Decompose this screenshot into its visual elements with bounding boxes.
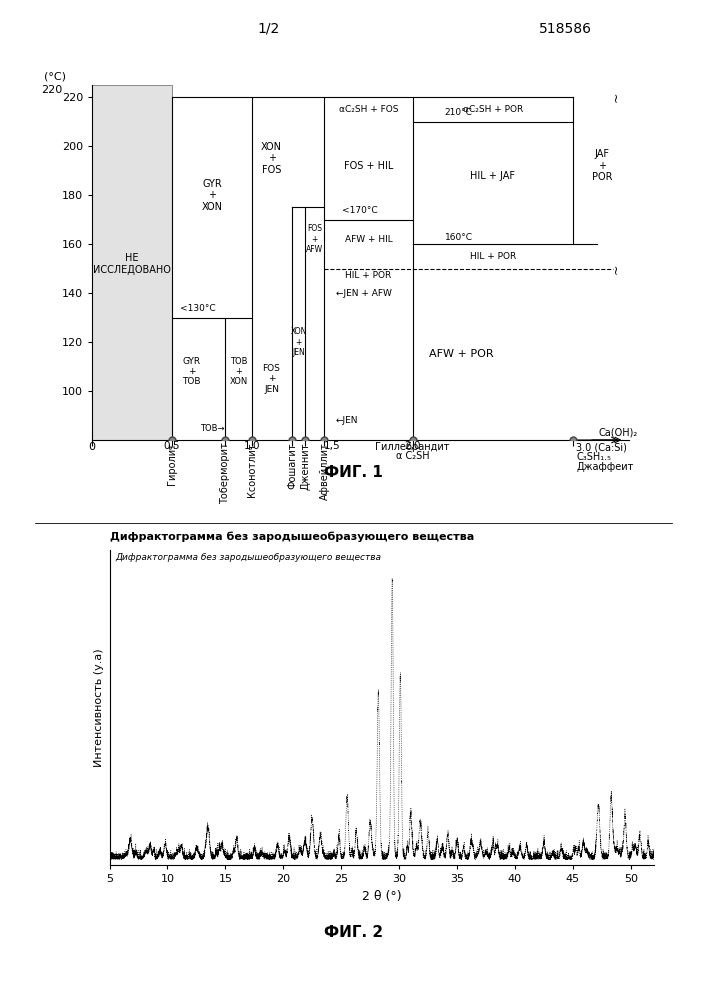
Text: ФИГ. 2: ФИГ. 2 bbox=[324, 925, 383, 940]
Text: HIL + JAF: HIL + JAF bbox=[470, 171, 515, 181]
Text: 518586: 518586 bbox=[539, 22, 592, 36]
Text: ~: ~ bbox=[610, 92, 623, 102]
Text: C₃SH₁.₅: C₃SH₁.₅ bbox=[576, 452, 611, 462]
Text: αC₂SH + FOS: αC₂SH + FOS bbox=[339, 105, 398, 114]
Text: XON
+
JEN: XON + JEN bbox=[291, 327, 307, 357]
Text: Джаффеит: Джаффеит bbox=[576, 462, 633, 472]
Text: Ксонотлит: Ксонотлит bbox=[247, 442, 257, 497]
Text: AFW + POR: AFW + POR bbox=[428, 349, 493, 359]
Text: 1,5: 1,5 bbox=[325, 441, 341, 451]
Text: GYR
+
XON: GYR + XON bbox=[201, 179, 223, 212]
Text: α C₂SH: α C₂SH bbox=[396, 451, 430, 461]
Text: GYR
+
TOB: GYR + TOB bbox=[182, 357, 201, 386]
X-axis label: 2 θ (°): 2 θ (°) bbox=[362, 890, 402, 903]
Text: Ca(OH)₂: Ca(OH)₂ bbox=[598, 428, 638, 438]
Text: FOS
+
JEN: FOS + JEN bbox=[262, 364, 281, 394]
Text: Афвейллит: Афвейллит bbox=[320, 442, 329, 500]
Text: FOS + HIL: FOS + HIL bbox=[344, 161, 393, 171]
Text: 210°C: 210°C bbox=[445, 108, 473, 117]
Text: XON
+
FOS: XON + FOS bbox=[261, 142, 282, 175]
Text: HIL + POR: HIL + POR bbox=[469, 252, 516, 261]
Text: <130°C: <130°C bbox=[180, 304, 216, 313]
Text: ←JEN: ←JEN bbox=[336, 416, 358, 425]
Text: Гиллебрандит: Гиллебрандит bbox=[375, 442, 450, 452]
Text: Фошагит: Фошагит bbox=[288, 442, 298, 489]
Text: TOB→: TOB→ bbox=[200, 424, 224, 433]
Text: Дифрактограмма без зародышеобразующего вещества: Дифрактограмма без зародышеобразующего в… bbox=[110, 532, 474, 542]
Text: Дженнит: Дженнит bbox=[300, 442, 310, 490]
Text: Тоберморит: Тоберморит bbox=[220, 442, 230, 504]
Text: 1/2: 1/2 bbox=[257, 22, 280, 36]
Text: ~: ~ bbox=[610, 263, 623, 274]
Text: Дифрактограмма без зародышеобразующего вещества: Дифрактограмма без зародышеобразующего в… bbox=[115, 553, 381, 562]
Text: Гиролит: Гиролит bbox=[167, 442, 177, 485]
Text: 1,0: 1,0 bbox=[244, 441, 261, 451]
Text: ФИГ. 1: ФИГ. 1 bbox=[324, 465, 383, 480]
Text: <170°C: <170°C bbox=[342, 206, 378, 215]
Text: 0: 0 bbox=[88, 442, 95, 452]
Bar bbox=[92, 85, 172, 440]
Text: 220: 220 bbox=[41, 85, 62, 95]
Text: TOB
+
XON: TOB + XON bbox=[230, 357, 247, 386]
Text: 0,5: 0,5 bbox=[164, 441, 180, 451]
Text: AFW + HIL: AFW + HIL bbox=[345, 235, 392, 244]
Text: FOS
+
AFW: FOS + AFW bbox=[306, 224, 323, 254]
Text: НЕ
ИССЛЕДОВАНО: НЕ ИССЛЕДОВАНО bbox=[93, 253, 171, 275]
Text: 2,0: 2,0 bbox=[404, 441, 421, 451]
Text: JAF
+
POR: JAF + POR bbox=[592, 149, 612, 182]
Text: (°C): (°C) bbox=[44, 71, 66, 81]
Text: ←JEN + AFW: ←JEN + AFW bbox=[336, 289, 392, 298]
Text: αC₂SH + POR: αC₂SH + POR bbox=[463, 105, 523, 114]
Text: HIL + POR: HIL + POR bbox=[346, 271, 392, 280]
Text: 160°C: 160°C bbox=[445, 233, 473, 242]
Text: 3.0 (Ca:Si): 3.0 (Ca:Si) bbox=[576, 442, 627, 452]
Y-axis label: Интенсивность (у.а): Интенсивность (у.а) bbox=[94, 648, 104, 767]
